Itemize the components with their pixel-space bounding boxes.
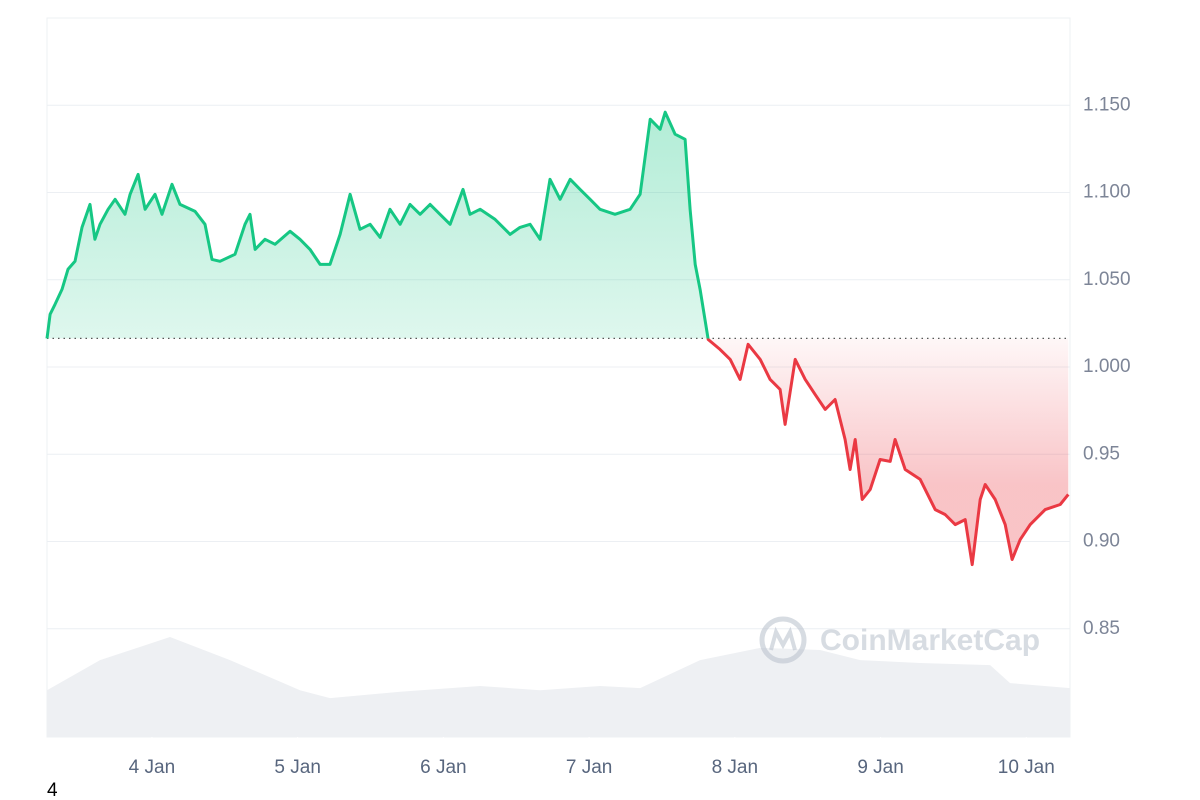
x-tick-label: 10 Jan: [998, 757, 1055, 778]
y-tick-label: 1.050: [1083, 269, 1131, 290]
x-tick-label: 4 Jan: [129, 757, 175, 778]
y-tick-label: 0.85: [1083, 618, 1120, 639]
watermark: CoinMarketCap: [759, 616, 1040, 664]
x-tick-label: 6 Jan: [420, 757, 466, 778]
watermark-logo-m: [769, 626, 797, 651]
watermark-text: CoinMarketCap: [820, 624, 1040, 657]
y-tick-label: 1.150: [1083, 94, 1131, 115]
volume-area: [47, 637, 1070, 737]
x-tick-label: 5 Jan: [274, 757, 320, 778]
footer-text: 4: [47, 780, 58, 800]
x-tick-label: 7 Jan: [566, 757, 612, 778]
volume: [47, 637, 1070, 737]
watermark-logo: [759, 616, 807, 664]
price-line: [45, 110, 1070, 567]
x-tick-label: 9 Jan: [857, 757, 903, 778]
y-tick-label: 0.90: [1083, 531, 1120, 552]
y-tick-label: 1.100: [1083, 182, 1131, 203]
ticks: 0.85 0.90 0.95 1.000 1.050 1.100 1.150 4 Jan 5 J…: [129, 94, 1131, 778]
price: [45, 110, 1070, 567]
x-tick-label: 8 Jan: [712, 757, 758, 778]
y-tick-label: 1.000: [1083, 356, 1131, 377]
price-area: [47, 112, 1069, 565]
y-tick-label: 0.95: [1083, 443, 1120, 464]
